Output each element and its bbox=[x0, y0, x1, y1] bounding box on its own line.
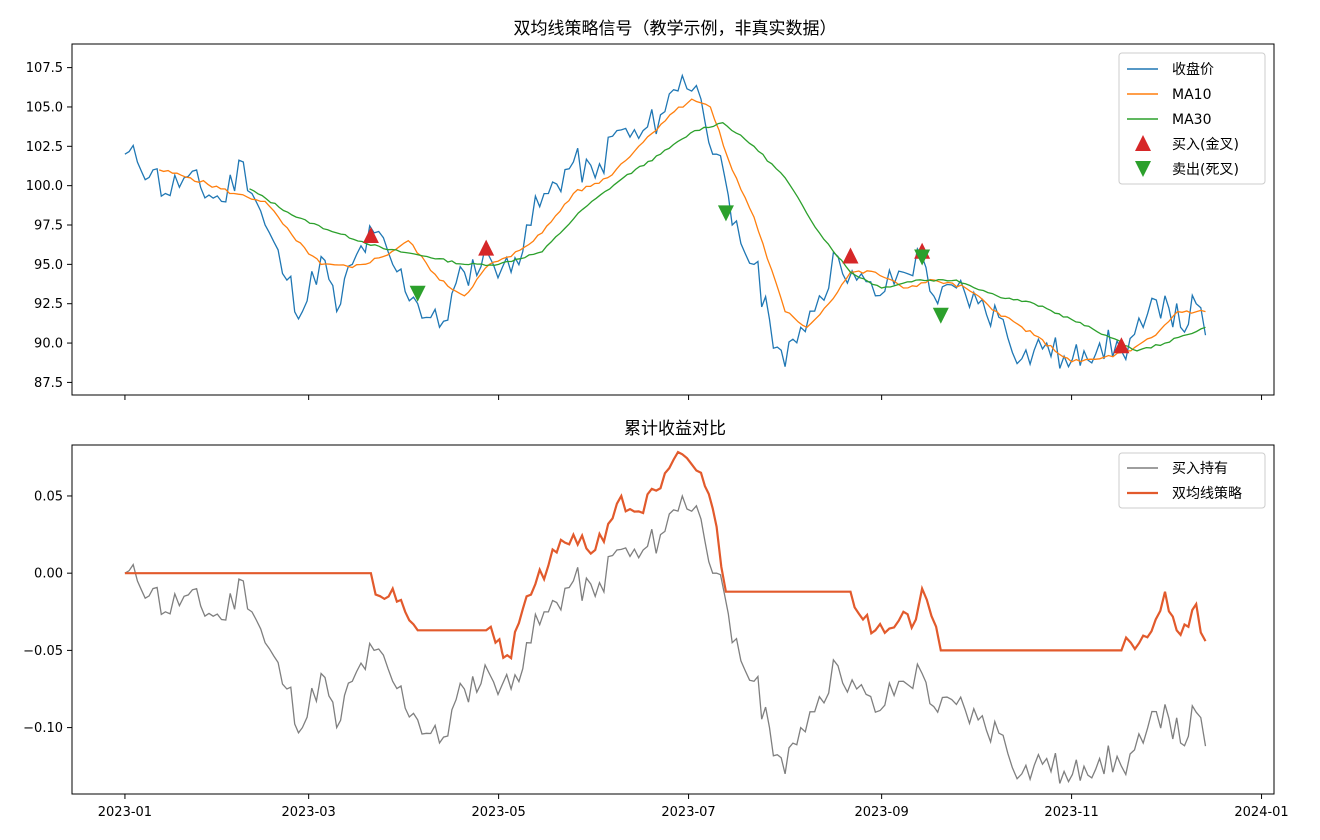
y-tick-label: 0.05 bbox=[34, 489, 63, 504]
buy-signal-marker bbox=[478, 239, 495, 256]
return-plot-area bbox=[124, 450, 1207, 784]
return-y-ticks: −0.10 −0.05 0.00 0.05 bbox=[23, 489, 72, 736]
x-tick-label: 2023-01 bbox=[98, 805, 152, 820]
y-tick-label: 95.0 bbox=[34, 258, 63, 273]
sell-signal-marker bbox=[409, 285, 426, 302]
ma30-line bbox=[249, 122, 1206, 352]
buy-hold-line bbox=[124, 493, 1207, 784]
legend-close-label: 收盘价 bbox=[1172, 61, 1214, 78]
y-tick-label: 0.00 bbox=[34, 567, 63, 582]
legend-buy-marker bbox=[1135, 135, 1151, 151]
legend-hold-label: 买入持有 bbox=[1172, 461, 1228, 477]
price-axes-frame bbox=[71, 43, 1275, 396]
y-tick-label: −0.05 bbox=[23, 644, 63, 659]
legend-sell-label: 卖出(死叉) bbox=[1172, 162, 1239, 178]
y-tick-label: 107.5 bbox=[26, 61, 63, 76]
x-tick-label: 2024-01 bbox=[1234, 805, 1288, 820]
price-legend-box bbox=[1118, 52, 1266, 185]
return-x-ticks: 2023-01 2023-03 2023-05 2023-07 2023-09 2023-… bbox=[98, 794, 1289, 820]
buy-signal-marker bbox=[842, 247, 859, 264]
price-plot-area bbox=[124, 73, 1207, 369]
close-price-line bbox=[124, 73, 1207, 369]
return-chart-title: 累计收益对比 bbox=[624, 419, 726, 439]
y-tick-label: 100.0 bbox=[26, 179, 63, 194]
price-panel: 双均线策略信号（教学示例，非真实数据） 87.5 90.0 92.5 95.0 97.5… bbox=[26, 19, 1275, 400]
x-tick-label: 2023-11 bbox=[1044, 805, 1098, 820]
legend-strategy-label: 双均线策略 bbox=[1172, 485, 1242, 502]
y-tick-label: 90.0 bbox=[34, 337, 63, 352]
legend-sell-marker bbox=[1135, 161, 1151, 177]
price-chart-title: 双均线策略信号（教学示例，非真实数据） bbox=[514, 19, 837, 39]
y-tick-label: −0.10 bbox=[23, 721, 63, 736]
legend-buy-label: 买入(金叉) bbox=[1172, 137, 1239, 153]
return-legend-box bbox=[1118, 452, 1266, 509]
y-tick-label: 105.0 bbox=[26, 100, 63, 115]
ma10-line bbox=[158, 98, 1206, 363]
price-x-ticks bbox=[124, 395, 1263, 400]
price-legend: 收盘价 MA10 MA30 买入(金叉) 卖出(死叉) bbox=[1118, 52, 1266, 185]
y-tick-label: 92.5 bbox=[34, 297, 63, 312]
return-panel: 累计收益对比 −0.10 −0.05 0.00 0.05 2023-01 2023-03… bbox=[23, 419, 1289, 820]
sell-signal-marker bbox=[914, 249, 931, 266]
x-tick-label: 2023-09 bbox=[854, 805, 908, 820]
price-y-ticks: 87.5 90.0 92.5 95.0 97.5 100.0 102.5 105.0 107.5 bbox=[26, 61, 72, 391]
x-tick-label: 2023-05 bbox=[471, 805, 525, 820]
legend-ma10-label: MA10 bbox=[1172, 87, 1211, 103]
y-tick-label: 97.5 bbox=[34, 219, 63, 234]
return-legend: 买入持有 双均线策略 bbox=[1118, 452, 1266, 509]
buy-signal-marker bbox=[1113, 337, 1130, 354]
sell-signal-marker bbox=[717, 205, 734, 222]
x-tick-label: 2023-07 bbox=[661, 805, 715, 820]
legend-ma30-label: MA30 bbox=[1172, 112, 1211, 128]
y-tick-label: 102.5 bbox=[26, 140, 63, 155]
sell-signal-marker bbox=[932, 307, 949, 324]
strategy-line bbox=[124, 450, 1207, 661]
return-axes-frame bbox=[71, 444, 1275, 795]
y-tick-label: 87.5 bbox=[34, 376, 63, 391]
x-tick-label: 2023-03 bbox=[281, 805, 335, 820]
buy-signal-marker bbox=[362, 227, 379, 244]
